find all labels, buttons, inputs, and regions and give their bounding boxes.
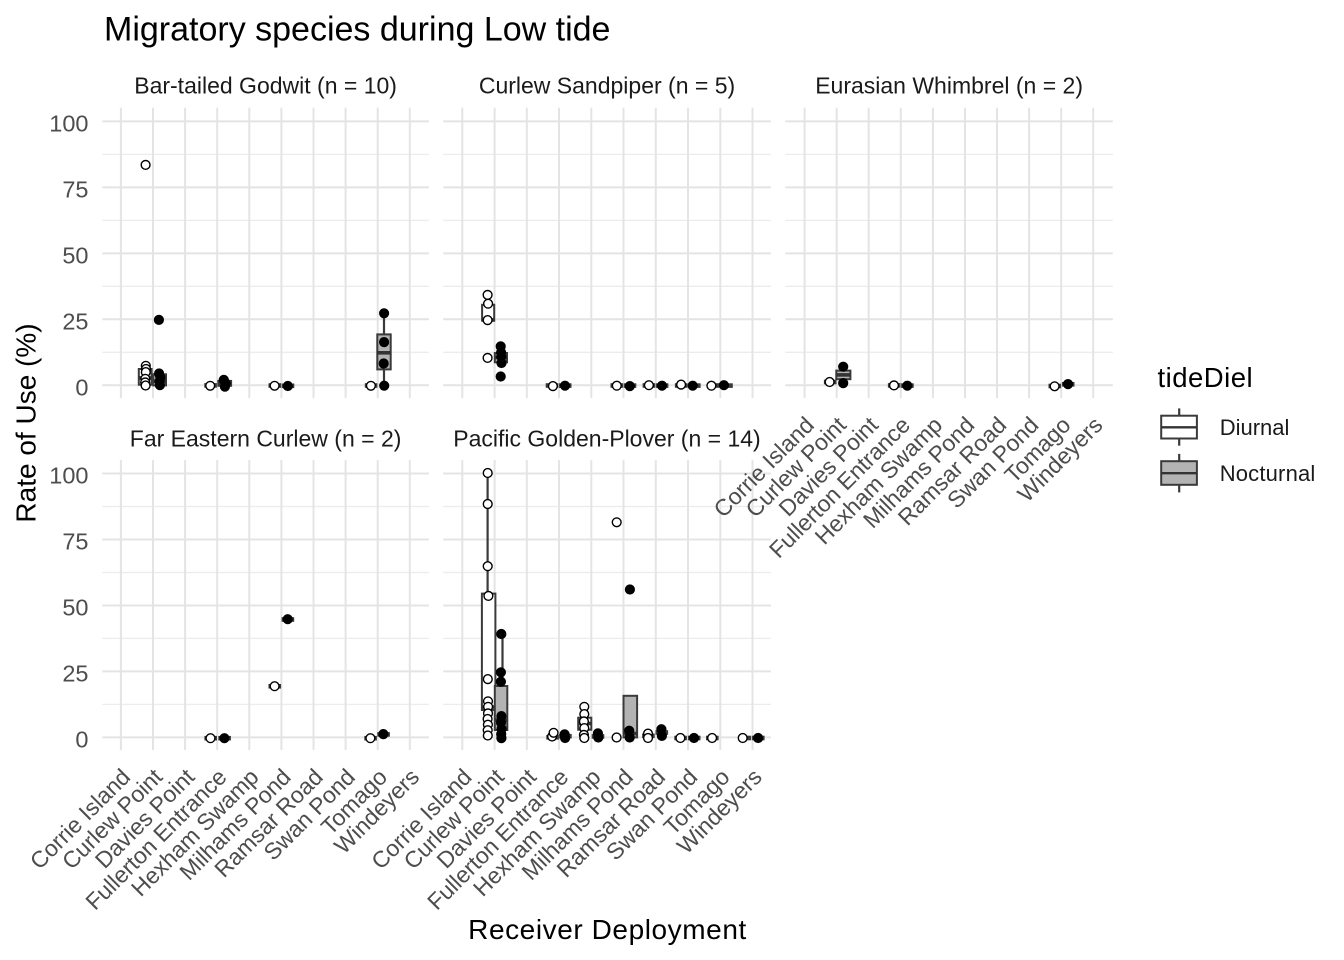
- svg-text:Bar-tailed Godwit (n = 10): Bar-tailed Godwit (n = 10): [134, 73, 397, 99]
- svg-text:50: 50: [62, 242, 88, 268]
- svg-text:75: 75: [62, 176, 88, 202]
- svg-text:25: 25: [62, 660, 88, 686]
- svg-text:25: 25: [62, 308, 88, 334]
- svg-text:100: 100: [49, 463, 88, 489]
- svg-text:tideDiel: tideDiel: [1158, 362, 1254, 393]
- svg-text:100: 100: [49, 110, 88, 136]
- svg-text:Far Eastern Curlew (n = 2): Far Eastern Curlew (n = 2): [130, 426, 402, 452]
- svg-text:0: 0: [75, 374, 88, 400]
- svg-text:Migratory species during Low t: Migratory species during Low tide: [104, 11, 610, 49]
- svg-text:Rate of Use (%): Rate of Use (%): [10, 323, 41, 522]
- svg-text:Pacific Golden-Plover (n = 14): Pacific Golden-Plover (n = 14): [453, 426, 760, 452]
- svg-text:Diurnal: Diurnal: [1220, 415, 1290, 440]
- svg-text:Eurasian Whimbrel (n = 2): Eurasian Whimbrel (n = 2): [815, 73, 1083, 99]
- svg-text:Receiver Deployment: Receiver Deployment: [468, 914, 747, 945]
- svg-text:50: 50: [62, 595, 88, 621]
- svg-text:Nocturnal: Nocturnal: [1220, 461, 1316, 486]
- svg-text:0: 0: [75, 726, 88, 752]
- svg-text:Curlew Sandpiper (n = 5): Curlew Sandpiper (n = 5): [479, 73, 735, 99]
- svg-text:75: 75: [62, 529, 88, 555]
